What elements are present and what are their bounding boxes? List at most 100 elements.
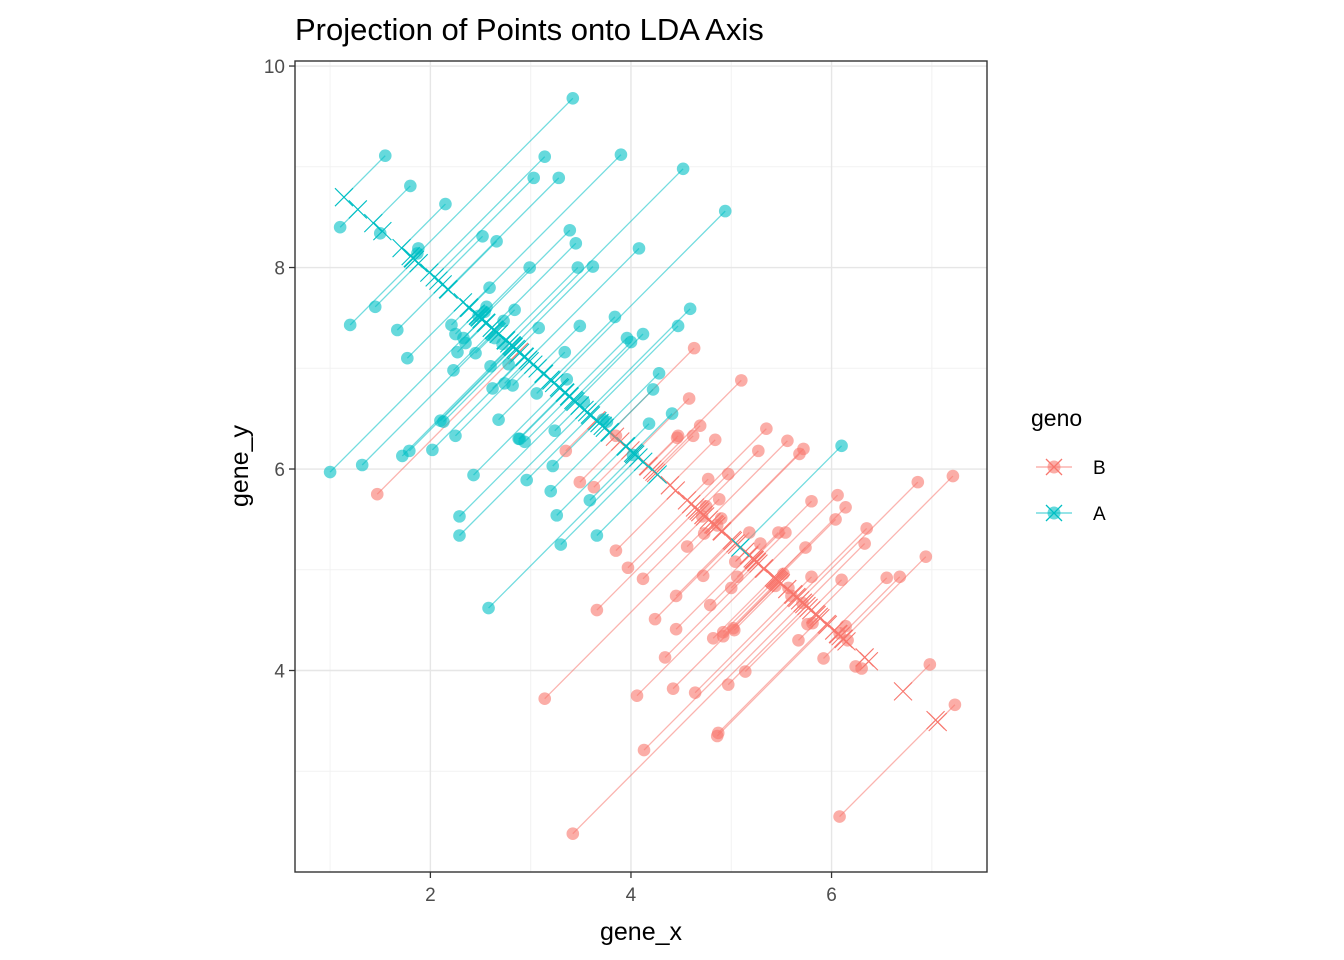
- data-point-a: [333, 220, 347, 234]
- data-point-b: [701, 472, 715, 486]
- data-point-b: [835, 573, 848, 587]
- data-point-b: [573, 475, 587, 489]
- projection-segment-b: [708, 440, 788, 521]
- data-point-a: [558, 345, 572, 359]
- projection-segment-a: [550, 431, 611, 492]
- data-point-b: [806, 616, 819, 630]
- data-point-a: [484, 359, 497, 373]
- data-point-b: [724, 581, 738, 595]
- projection-segment-a: [560, 461, 644, 546]
- data-point-b: [769, 579, 782, 593]
- data-point-b: [538, 692, 552, 706]
- data-point-a: [683, 302, 697, 316]
- data-point-a: [467, 468, 480, 482]
- legend-key-b: [1036, 458, 1072, 476]
- plot-panel-border: [294, 60, 988, 873]
- data-point-a: [390, 323, 404, 337]
- projected-point-a: [648, 465, 668, 484]
- data-point-b: [799, 541, 812, 554]
- data-point-b: [630, 689, 644, 702]
- x-tick-label: 4: [626, 885, 637, 906]
- projection-segment-b: [716, 624, 829, 737]
- data-point-a: [480, 300, 493, 314]
- data-point-a: [546, 459, 560, 473]
- data-point-b: [706, 631, 720, 645]
- data-point-a: [523, 261, 536, 274]
- data-point-b: [669, 589, 683, 603]
- data-point-a: [665, 407, 679, 420]
- projection-segment-a: [589, 325, 679, 416]
- data-point-a: [490, 235, 503, 248]
- projection-segment-a: [459, 400, 575, 517]
- y-tick-label: 6: [274, 460, 285, 481]
- projection-segment-b: [839, 719, 937, 818]
- data-point-a: [343, 318, 357, 332]
- data-point-b: [752, 444, 765, 458]
- projection-segment-a: [526, 415, 592, 481]
- projection-segment-a: [508, 168, 684, 344]
- data-point-a: [646, 383, 660, 396]
- projection-segment-a: [572, 341, 632, 401]
- data-point-a: [569, 237, 583, 250]
- projection-segment-a: [428, 156, 546, 274]
- projection-segment-b: [675, 539, 733, 597]
- x-tick-label: 2: [425, 885, 436, 906]
- data-point-b: [699, 499, 713, 513]
- data-point-b: [716, 625, 730, 639]
- x-tick-label: 6: [826, 885, 837, 906]
- data-point-a: [378, 149, 392, 163]
- data-point-b: [693, 419, 707, 432]
- data-point-a: [590, 529, 604, 542]
- data-point-b: [680, 540, 694, 553]
- data-point-a: [608, 310, 622, 324]
- data-point-b: [688, 686, 702, 699]
- data-point-a: [560, 373, 574, 386]
- data-point-a: [403, 444, 416, 458]
- projection-segment-b: [572, 602, 804, 835]
- data-point-b: [697, 527, 711, 540]
- data-point-b: [782, 581, 795, 595]
- data-point-a: [451, 345, 464, 359]
- data-point-b: [880, 571, 894, 585]
- data-point-a: [502, 357, 515, 371]
- data-point-a: [506, 379, 519, 392]
- projection-segment-b: [636, 567, 765, 697]
- data-point-b: [831, 488, 844, 502]
- projection-segment-b: [643, 596, 797, 751]
- data-point-a: [447, 363, 460, 377]
- data-point-a: [583, 493, 597, 507]
- data-point-b: [703, 598, 717, 612]
- data-point-b: [829, 513, 842, 526]
- y-axis-title: gene_y: [226, 424, 254, 507]
- projection-segment-a: [434, 177, 535, 278]
- projection-segment-a: [512, 266, 594, 348]
- y-axis: 4 6 8 10: [264, 57, 295, 683]
- chart-title: Projection of Points onto LDA Axis: [295, 12, 764, 47]
- data-point-a: [437, 415, 450, 428]
- projected-point-a: [555, 383, 575, 403]
- plot-panel-background: [295, 61, 987, 872]
- data-point-a: [459, 336, 472, 350]
- data-point-b: [621, 561, 635, 575]
- data-point-a: [355, 458, 369, 472]
- projection-segment-a: [739, 445, 843, 549]
- data-point-a: [482, 601, 495, 615]
- projection-segment-b: [654, 540, 734, 620]
- projection-segment-a: [431, 356, 526, 451]
- data-point-a: [469, 346, 482, 360]
- data-point-b: [666, 682, 680, 695]
- x-axis-title: gene_x: [600, 918, 683, 946]
- data-points: [323, 91, 962, 841]
- data-point-a: [492, 413, 505, 426]
- data-point-b: [712, 492, 726, 506]
- data-point-b: [708, 433, 722, 447]
- projection-segment-a: [481, 229, 571, 320]
- data-point-a: [676, 162, 690, 176]
- data-point-b: [696, 569, 710, 583]
- data-point-a: [368, 300, 382, 314]
- data-point-a: [520, 473, 533, 487]
- data-point-a: [632, 242, 646, 255]
- data-point-a: [486, 382, 499, 395]
- data-point-b: [792, 633, 805, 647]
- data-point-a: [563, 223, 577, 237]
